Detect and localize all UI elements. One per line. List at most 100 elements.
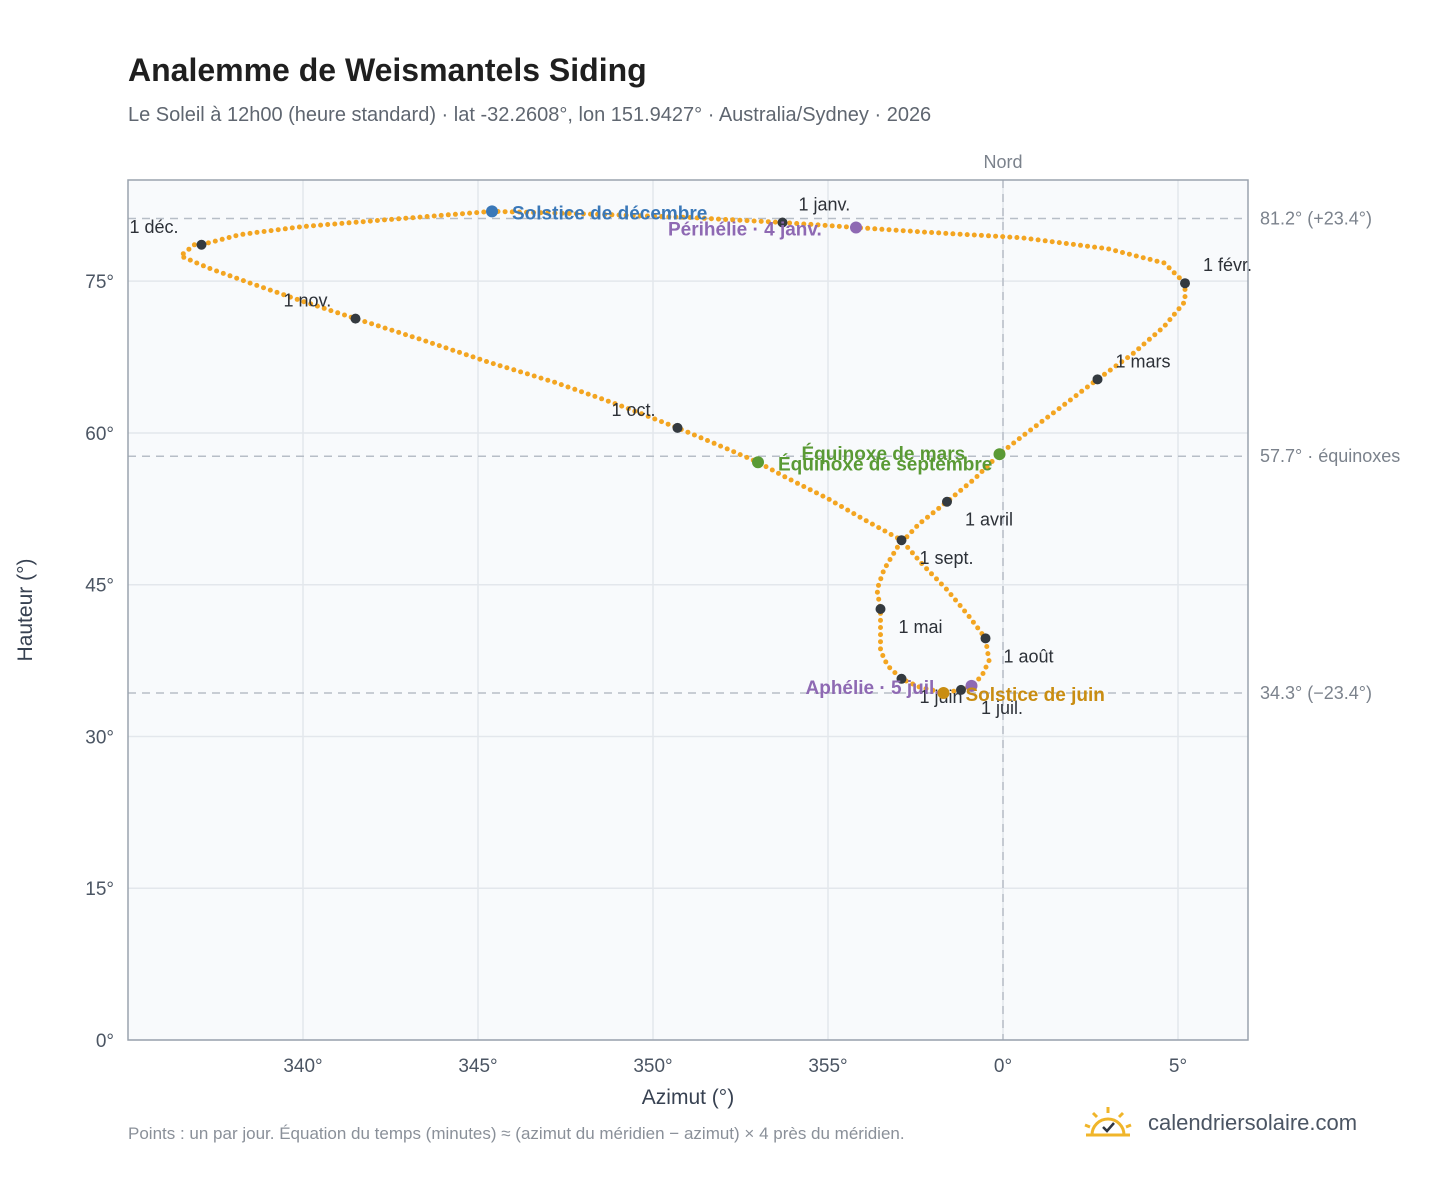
daily-sun-point bbox=[595, 211, 601, 217]
daily-sun-point bbox=[930, 510, 936, 516]
daily-sun-point bbox=[845, 507, 851, 513]
daily-sun-point bbox=[758, 218, 764, 224]
daily-sun-point bbox=[1113, 248, 1119, 254]
daily-sun-point bbox=[353, 219, 359, 225]
daily-sun-point bbox=[801, 484, 807, 489]
daily-sun-point bbox=[470, 354, 476, 360]
daily-sun-point bbox=[1035, 237, 1041, 243]
daily-sun-point bbox=[1050, 410, 1056, 416]
month-marker bbox=[980, 633, 991, 644]
event-label: Périhélie · 4 janv. bbox=[668, 220, 822, 241]
daily-sun-point bbox=[294, 296, 300, 302]
daily-sun-point bbox=[694, 215, 700, 221]
daily-sun-point bbox=[599, 396, 605, 402]
daily-sun-point bbox=[1021, 235, 1027, 241]
daily-sun-point bbox=[580, 211, 586, 217]
daily-sun-point bbox=[909, 550, 915, 556]
daily-sun-point bbox=[652, 213, 657, 219]
daily-sun-point bbox=[807, 487, 813, 493]
daily-sun-point bbox=[423, 338, 429, 344]
daily-sun-point bbox=[900, 228, 906, 234]
daily-sun-point bbox=[794, 221, 800, 226]
daily-sun-point bbox=[374, 218, 380, 223]
daily-sun-point bbox=[822, 222, 828, 228]
daily-sun-point bbox=[545, 210, 551, 216]
daily-sun-point bbox=[826, 496, 832, 502]
daily-sun-point bbox=[443, 345, 449, 351]
daily-sun-point bbox=[985, 651, 991, 657]
daily-sun-point bbox=[665, 421, 671, 427]
y-tick-label: 30° bbox=[85, 727, 114, 748]
daily-sun-point bbox=[303, 223, 309, 229]
brand-name[interactable]: calendriersolaire.com bbox=[1148, 1110, 1358, 1135]
daily-sun-point bbox=[367, 218, 373, 224]
daily-sun-point bbox=[829, 223, 835, 229]
daily-sun-point bbox=[925, 514, 930, 520]
daily-sun-point bbox=[342, 312, 347, 318]
y-axis-title: Hauteur (°) bbox=[14, 559, 37, 662]
daily-sun-point bbox=[737, 217, 743, 223]
daily-sun-point bbox=[953, 597, 958, 603]
y-tick-label: 75° bbox=[85, 272, 114, 293]
daily-sun-point bbox=[1120, 250, 1125, 255]
daily-sun-point bbox=[943, 586, 949, 592]
daily-sun-point bbox=[559, 210, 565, 216]
daily-sun-point bbox=[545, 377, 551, 383]
daily-sun-point bbox=[936, 230, 942, 236]
daily-sun-point bbox=[1049, 239, 1055, 245]
daily-sun-point bbox=[1181, 300, 1186, 306]
daily-sun-point bbox=[880, 569, 886, 575]
daily-sun-point bbox=[531, 373, 537, 379]
daily-sun-point bbox=[801, 221, 807, 227]
daily-sun-point bbox=[888, 532, 894, 537]
daily-sun-point bbox=[979, 469, 985, 474]
daily-sun-point bbox=[1136, 346, 1142, 352]
daily-sun-point bbox=[980, 671, 986, 676]
daily-sun-point bbox=[240, 278, 246, 284]
daily-sun-point bbox=[943, 230, 949, 236]
daily-sun-point bbox=[572, 386, 578, 392]
daily-sun-point bbox=[857, 514, 863, 520]
daily-sun-point bbox=[445, 212, 451, 218]
daily-sun-point bbox=[744, 218, 750, 224]
daily-sun-point bbox=[964, 232, 970, 238]
daily-sun-point bbox=[1000, 234, 1006, 240]
month-label: 1 oct. bbox=[612, 400, 656, 420]
daily-sun-point bbox=[200, 263, 206, 269]
daily-sun-point bbox=[983, 664, 989, 670]
daily-sun-point bbox=[552, 379, 558, 385]
month-marker bbox=[777, 217, 788, 228]
daily-sun-point bbox=[226, 235, 232, 240]
daily-sun-point bbox=[375, 323, 381, 329]
daily-sun-point bbox=[396, 329, 402, 335]
daily-sun-point bbox=[588, 211, 593, 217]
daily-sun-point bbox=[632, 408, 638, 414]
daily-sun-point bbox=[924, 566, 930, 572]
daily-sun-point bbox=[431, 213, 437, 219]
daily-sun-point bbox=[1039, 418, 1045, 424]
daily-sun-point bbox=[566, 211, 572, 216]
daily-sun-point bbox=[1092, 244, 1098, 250]
daily-sun-point bbox=[1133, 253, 1139, 259]
daily-sun-point bbox=[410, 215, 416, 221]
daily-sun-point bbox=[518, 369, 524, 375]
brand[interactable]: calendriersolaire.com bbox=[1082, 1102, 1357, 1144]
daily-sun-point bbox=[1171, 311, 1177, 317]
daily-sun-point bbox=[914, 555, 920, 561]
y-axis-ticks: 0° 15° 30° 45° 60° 75° bbox=[85, 272, 114, 1052]
daily-sun-point bbox=[863, 518, 869, 524]
daily-sun-point bbox=[907, 228, 913, 234]
daily-sun-point bbox=[839, 504, 844, 509]
daily-sun-point bbox=[502, 209, 508, 215]
footnote: Points : un par jour. Équation du temps … bbox=[128, 1124, 905, 1143]
daily-sun-point bbox=[389, 327, 395, 333]
daily-sun-point bbox=[424, 214, 430, 219]
daily-sun-point bbox=[346, 220, 352, 226]
daily-sun-point bbox=[724, 446, 730, 452]
daily-sun-point bbox=[1079, 388, 1085, 394]
daily-sun-point bbox=[958, 487, 964, 493]
daily-sun-point bbox=[191, 242, 197, 248]
daily-sun-point bbox=[275, 227, 281, 233]
month-label: 1 mars bbox=[1116, 351, 1171, 371]
daily-sun-point bbox=[573, 211, 579, 217]
